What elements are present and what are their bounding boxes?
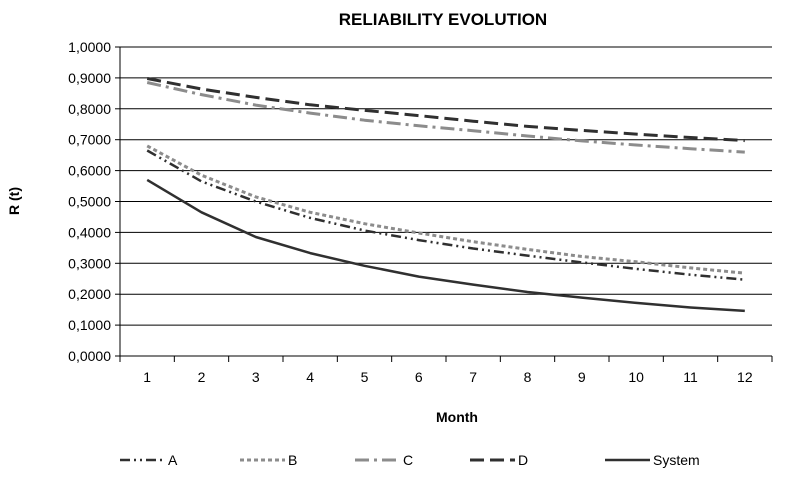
x-tick-label: 5: [361, 369, 369, 385]
series-lines: [146, 77, 745, 313]
y-tick-label: 0,9000: [68, 70, 111, 86]
y-tick-label: 0,3000: [68, 255, 111, 271]
x-tick-label: 7: [469, 369, 477, 385]
gridlines: [120, 46, 772, 326]
series-line-c: [146, 81, 745, 154]
y-tick-label: 0,5000: [68, 194, 111, 210]
y-axis-label: R (t): [6, 187, 22, 215]
legend-label-system: System: [653, 452, 700, 468]
y-tick-label: 0,0000: [68, 348, 111, 364]
y-tick-label: 0,7000: [68, 132, 111, 148]
y-tick-label: 0,6000: [68, 163, 111, 179]
x-tick-label: 4: [306, 369, 314, 385]
series-line-d: [146, 77, 745, 143]
y-tick-label: 0,4000: [68, 224, 111, 240]
y-tick-label: 1,0000: [68, 39, 111, 55]
series-line-b: [146, 144, 745, 275]
x-tick-label: 10: [628, 369, 644, 385]
legend: A B C D System: [120, 452, 700, 468]
x-tick-label: 1: [143, 369, 151, 385]
legend-label-d: D: [518, 452, 528, 468]
x-tick-label: 8: [524, 369, 532, 385]
x-axis-label: Month: [436, 409, 478, 425]
legend-label-a: A: [168, 452, 178, 468]
x-tick-label: 9: [578, 369, 586, 385]
legend-label-c: C: [403, 452, 413, 468]
series-line-system: [146, 178, 745, 313]
axes: 0,0000 0,1000 0,2000 0,3000 0,4000 0,5000 0,60…: [68, 39, 773, 385]
series-line-a: [146, 149, 745, 281]
legend-label-b: B: [288, 452, 297, 468]
y-tick-label: 0,2000: [68, 286, 111, 302]
x-tick-label: 11: [683, 369, 698, 385]
x-tick-label: 2: [198, 369, 206, 385]
y-tick-label: 0,8000: [68, 101, 111, 117]
chart-title: RELIABILITY EVOLUTION: [339, 10, 547, 29]
x-tick-label: 6: [415, 369, 423, 385]
x-tick-label: 3: [252, 369, 260, 385]
x-tick-label: 12: [737, 369, 753, 385]
y-tick-label: 0,1000: [68, 317, 111, 333]
